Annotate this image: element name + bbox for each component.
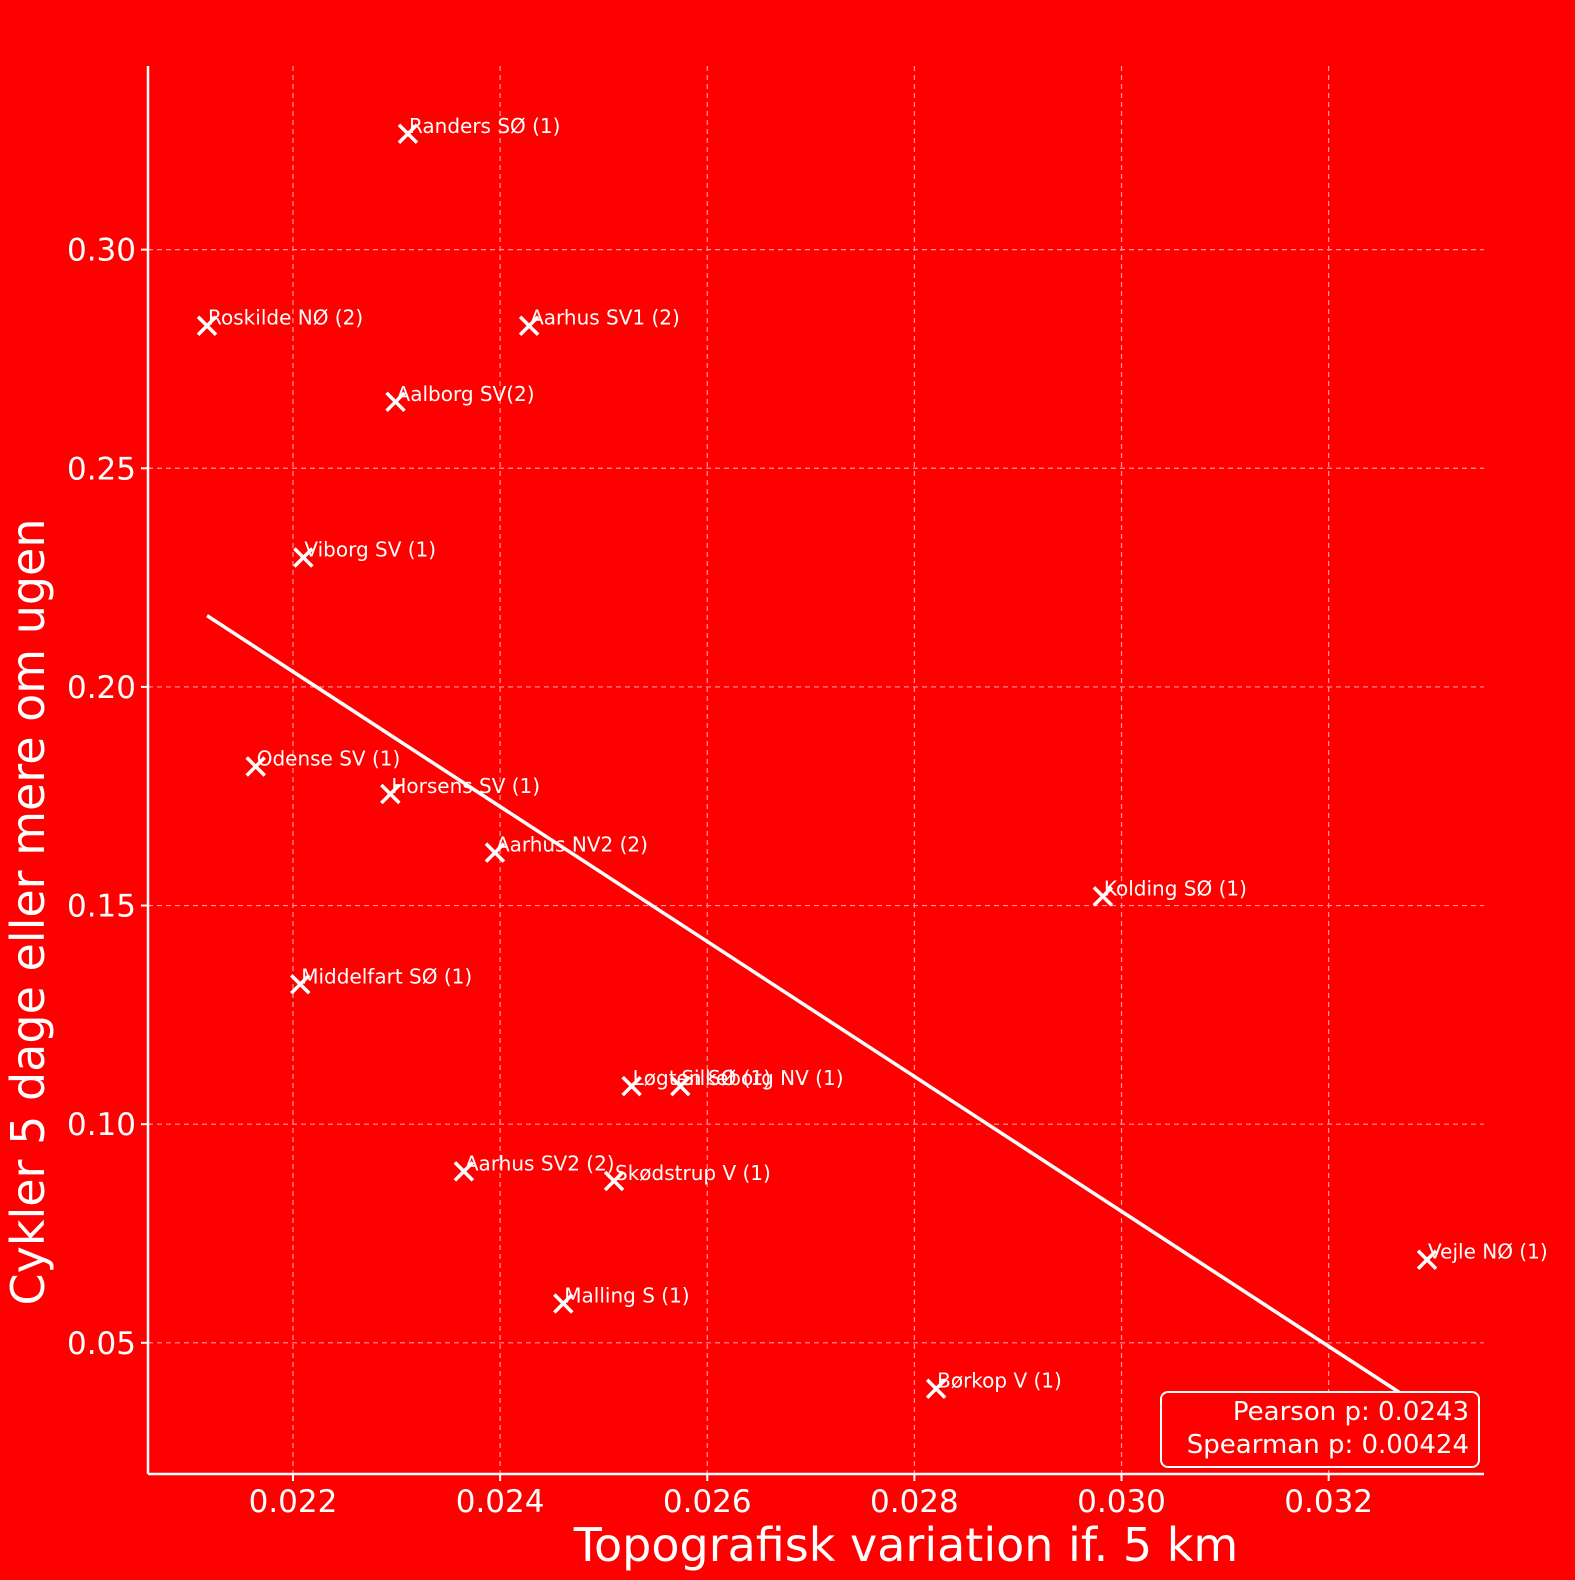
x-tick-label: 0.026 — [663, 1484, 752, 1520]
x-tick-label: 0.024 — [456, 1484, 545, 1520]
y-tick-label: 0.05 — [67, 1326, 136, 1362]
point-marker-stroke-b — [621, 1075, 642, 1097]
data-point — [621, 1075, 642, 1097]
point-marker-stroke-b — [385, 391, 406, 413]
point-marker-stroke-b — [453, 1161, 475, 1182]
point-marker-stroke-b — [293, 547, 314, 568]
point-label: Odense SV (1) — [257, 747, 401, 771]
y-tick-label: 0.20 — [67, 670, 136, 706]
point-label: Randers SØ (1) — [409, 114, 561, 138]
point-label: Skødstrup V (1) — [615, 1161, 771, 1185]
x-tick-label: 0.022 — [249, 1484, 338, 1520]
point-marker-stroke-b — [290, 974, 311, 995]
data-point — [290, 974, 311, 995]
data-point — [196, 315, 218, 336]
point-marker-stroke-b — [925, 1378, 947, 1399]
x-tick-label: 0.032 — [1284, 1484, 1373, 1520]
y-tick-label: 0.30 — [67, 233, 136, 269]
point-marker-stroke-b — [1416, 1249, 1438, 1270]
y-tick-label: 0.10 — [67, 1107, 136, 1143]
data-point — [484, 842, 506, 863]
data-point — [1092, 886, 1114, 907]
point-marker-stroke-b — [603, 1170, 625, 1192]
data-point — [245, 756, 266, 777]
x-tick-label: 0.030 — [1077, 1484, 1166, 1520]
data-point — [670, 1075, 691, 1097]
trend-line — [206, 614, 1403, 1396]
spearman-stat: Spearman p: 0.00424 — [1187, 1430, 1469, 1460]
y-axis-title: Cykler 5 dage eller mere om ugen — [1, 518, 55, 1305]
point-label: Kolding SØ (1) — [1104, 876, 1247, 900]
point-marker-stroke-b — [553, 1293, 574, 1314]
point-label: Horsens SV (1) — [391, 774, 540, 798]
data-point — [293, 547, 314, 568]
data-point — [603, 1170, 625, 1192]
point-marker-stroke-b — [380, 783, 401, 805]
data-point — [453, 1161, 475, 1182]
points-layer — [196, 123, 1438, 1399]
data-point — [518, 315, 540, 336]
point-label: Roskilde NØ (2) — [208, 306, 363, 330]
point-marker-stroke-b — [196, 315, 218, 336]
x-tick-label: 0.028 — [870, 1484, 959, 1520]
ticks-layer: 0.022 0.024 0.026 0.028 0.030 0.032 0.05 0.10 0.… — [67, 233, 1373, 1520]
data-point — [397, 123, 419, 145]
point-marker-stroke-b — [245, 756, 266, 777]
stats-box: Pearson p: 0.0243 Spearman p: 0.00424 — [1160, 1391, 1480, 1468]
data-point — [553, 1293, 574, 1314]
data-point — [1416, 1249, 1438, 1270]
stats-box-frame — [1160, 1391, 1480, 1468]
data-point — [380, 783, 401, 805]
data-point — [925, 1378, 947, 1399]
x-axis-title: Topografisk variation if. 5 km — [573, 1518, 1239, 1572]
data-point — [385, 391, 406, 413]
y-tick-label: 0.15 — [67, 889, 136, 925]
point-label: Børkop V (1) — [937, 1369, 1062, 1393]
point-marker-stroke-b — [1092, 886, 1114, 907]
point-label: Silkeborg NV (1) — [681, 1066, 843, 1090]
point-label: Malling S (1) — [564, 1283, 689, 1307]
pearson-stat: Pearson p: 0.0243 — [1233, 1397, 1469, 1427]
trend-layer — [206, 614, 1403, 1396]
point-label: Middelfart SØ (1) — [301, 964, 472, 988]
y-tick-label: 0.25 — [67, 451, 136, 487]
grid-layer — [148, 66, 1484, 1474]
point-marker-stroke-b — [518, 315, 540, 336]
point-label: Vejle NØ (1) — [1428, 1240, 1548, 1264]
point-label: Viborg SV (1) — [304, 537, 436, 561]
point-marker-stroke-b — [484, 842, 506, 863]
point-label: Aarhus SV2 (2) — [465, 1151, 615, 1175]
labels-layer: Randers SØ (1) Roskilde NØ (2) Aarhus SV1 … — [208, 114, 1548, 1393]
point-label: Aarhus NV2 (2) — [496, 833, 648, 857]
axes-layer — [146, 66, 1484, 1476]
point-marker-stroke-b — [397, 123, 419, 145]
point-label: Aarhus SV1 (2) — [530, 306, 680, 330]
point-marker-stroke-b — [670, 1075, 691, 1097]
point-label: Aalborg SV(2) — [397, 382, 535, 406]
point-label: Løgten SØ (1) — [633, 1066, 771, 1090]
